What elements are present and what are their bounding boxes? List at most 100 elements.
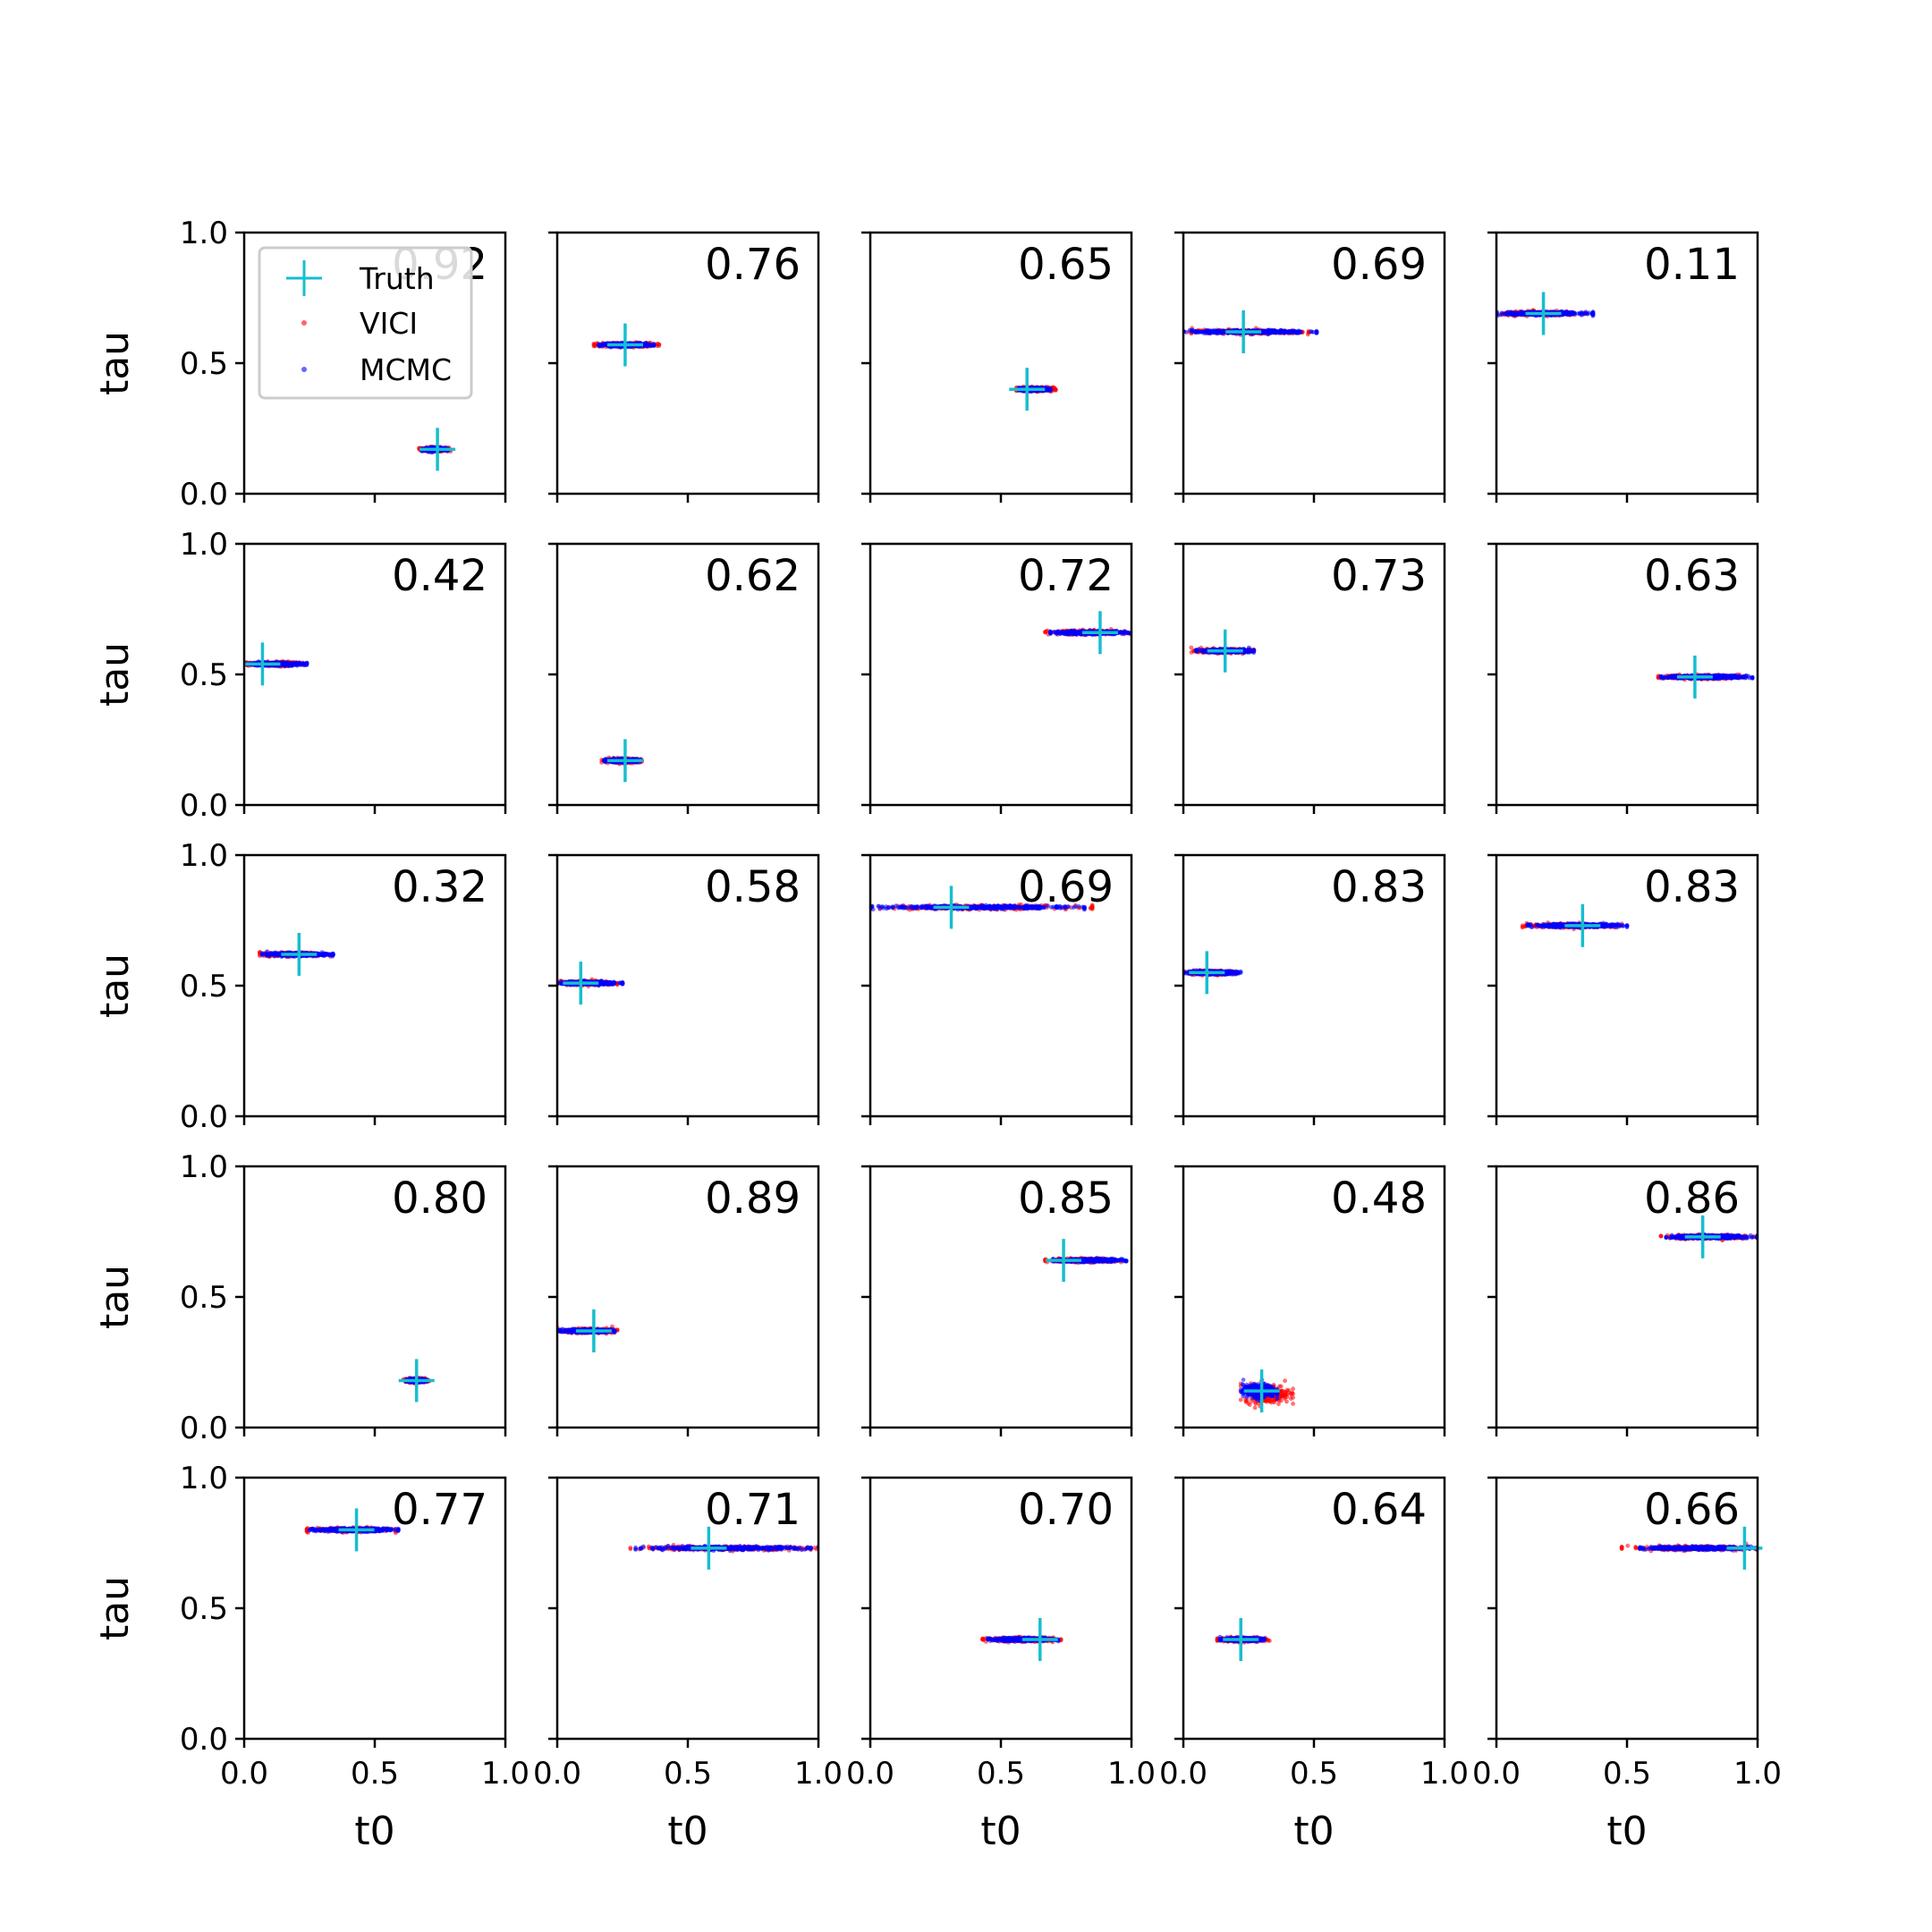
y-axis-label: tau bbox=[92, 331, 138, 395]
x-axis-label: t0 bbox=[1293, 1809, 1334, 1854]
x-tick-label: 0.0 bbox=[846, 1756, 894, 1792]
y-tick-label: 0.5 bbox=[180, 1591, 228, 1627]
y-tick-label: 0.0 bbox=[180, 477, 228, 513]
y-tick-label: 1.0 bbox=[180, 1149, 228, 1185]
x-tick-label: 0.0 bbox=[1159, 1756, 1208, 1792]
overlap-label: 0.66 bbox=[1644, 1485, 1740, 1535]
truth-marker bbox=[1243, 1369, 1280, 1413]
legend-vici-label: VICI bbox=[360, 306, 418, 341]
overlap-label: 0.65 bbox=[1018, 240, 1114, 290]
truth-marker bbox=[933, 886, 970, 929]
overlap-label: 0.70 bbox=[1018, 1485, 1114, 1535]
x-tick-label: 1.0 bbox=[481, 1756, 530, 1792]
truth-marker bbox=[1046, 1239, 1082, 1283]
truth-marker bbox=[1525, 292, 1562, 335]
legend-mcmc-marker bbox=[301, 367, 307, 372]
x-tick-label: 0.5 bbox=[664, 1756, 712, 1792]
y-tick-label: 0.0 bbox=[180, 788, 228, 824]
overlap-label: 0.63 bbox=[1644, 551, 1740, 601]
truth-marker bbox=[398, 1359, 435, 1402]
panel-14: 0.83 bbox=[1174, 853, 1446, 1125]
x-tick-label: 1.0 bbox=[1107, 1756, 1156, 1792]
truth-marker bbox=[691, 1526, 727, 1570]
truth-marker bbox=[1009, 368, 1046, 411]
overlap-label: 0.58 bbox=[705, 862, 801, 912]
overlap-label: 0.85 bbox=[1018, 1174, 1114, 1224]
overlap-label: 0.48 bbox=[1331, 1174, 1427, 1224]
legend-mcmc-label: MCMC bbox=[360, 352, 452, 387]
overlap-label: 0.42 bbox=[392, 551, 487, 601]
x-tick-label: 1.0 bbox=[1420, 1756, 1469, 1792]
panel-23: 0.0 0.5 1.0 0.70 t0 bbox=[846, 1476, 1156, 1854]
truth-marker bbox=[1223, 1618, 1259, 1662]
x-tick-label: 0.5 bbox=[1290, 1756, 1338, 1792]
x-tick-label: 0.5 bbox=[351, 1756, 399, 1792]
panel-24: 0.0 0.5 1.0 0.64 t0 bbox=[1159, 1476, 1469, 1854]
overlap-label: 0.32 bbox=[392, 862, 487, 912]
overlap-label: 0.64 bbox=[1331, 1485, 1427, 1535]
panel-7: 0.62 bbox=[548, 542, 820, 814]
y-tick-label: 0.5 bbox=[180, 346, 228, 382]
panel-9: 0.73 bbox=[1174, 542, 1446, 814]
y-tick-label: 1.0 bbox=[180, 1461, 228, 1496]
truth-marker bbox=[281, 932, 318, 976]
legend-frame bbox=[258, 246, 473, 400]
panel-12: 0.58 bbox=[548, 853, 820, 1125]
panel-5: 0.11 bbox=[1487, 231, 1759, 503]
truth-marker bbox=[606, 323, 643, 367]
y-axis-label: tau bbox=[92, 1576, 138, 1640]
overlap-label: 0.77 bbox=[392, 1485, 487, 1535]
overlap-label: 0.72 bbox=[1018, 551, 1114, 601]
x-tick-label: 1.0 bbox=[1733, 1756, 1782, 1792]
overlap-label: 0.71 bbox=[705, 1485, 801, 1535]
legend: Truth VICI MCMC bbox=[258, 246, 473, 400]
panel-11: 0.0 0.5 1.0 0.32 tau bbox=[92, 838, 507, 1135]
overlap-label: 0.76 bbox=[705, 240, 801, 290]
y-tick-label: 1.0 bbox=[180, 527, 228, 563]
x-axis-label: t0 bbox=[980, 1809, 1021, 1854]
overlap-label: 0.86 bbox=[1644, 1174, 1740, 1224]
truth-marker bbox=[1207, 629, 1243, 673]
x-axis-label: t0 bbox=[354, 1809, 394, 1854]
y-tick-label: 0.5 bbox=[180, 657, 228, 693]
panel-15: 0.83 bbox=[1487, 853, 1759, 1125]
panel-3: 0.65 bbox=[861, 231, 1133, 503]
y-tick-label: 1.0 bbox=[180, 838, 228, 874]
panel-18: 0.85 bbox=[861, 1165, 1133, 1436]
panel-4: 0.69 bbox=[1174, 231, 1446, 503]
legend-truth-marker bbox=[286, 260, 322, 296]
truth-marker bbox=[1684, 1215, 1721, 1258]
panel-2: 0.76 bbox=[548, 231, 820, 503]
y-axis-label: tau bbox=[92, 953, 138, 1018]
y-axis-label: tau bbox=[92, 642, 138, 707]
panel-22: 0.0 0.5 1.0 0.71 t0 bbox=[533, 1476, 843, 1854]
truth-marker bbox=[1225, 309, 1262, 353]
y-tick-label: 0.0 bbox=[180, 1722, 228, 1758]
truth-marker bbox=[1081, 611, 1118, 655]
x-tick-label: 1.0 bbox=[794, 1756, 843, 1792]
truth-marker bbox=[244, 642, 281, 686]
truth-marker bbox=[606, 739, 643, 783]
x-axis-label: t0 bbox=[1606, 1809, 1647, 1854]
y-tick-label: 0.0 bbox=[180, 1099, 228, 1135]
panel-16: 0.0 0.5 1.0 0.80 tau bbox=[92, 1149, 507, 1446]
y-tick-label: 1.0 bbox=[180, 216, 228, 251]
x-tick-label: 0.5 bbox=[1603, 1756, 1651, 1792]
truth-marker bbox=[1676, 655, 1713, 699]
truth-marker bbox=[1189, 951, 1225, 995]
overlap-label: 0.69 bbox=[1331, 240, 1427, 290]
truth-marker bbox=[1564, 903, 1601, 947]
x-axis-label: t0 bbox=[667, 1809, 708, 1854]
truth-marker bbox=[1021, 1618, 1058, 1662]
truth-marker bbox=[563, 962, 599, 1005]
y-axis-label: tau bbox=[92, 1265, 138, 1329]
panel-25: 0.0 0.5 1.0 0.66 t0 bbox=[1472, 1476, 1782, 1854]
panel-8: 0.72 bbox=[861, 542, 1133, 814]
overlap-label: 0.83 bbox=[1331, 862, 1427, 912]
panel-20: 0.86 bbox=[1487, 1165, 1759, 1436]
legend-truth-label: Truth bbox=[359, 261, 435, 296]
overlap-label: 0.89 bbox=[705, 1174, 801, 1224]
overlap-label: 0.73 bbox=[1331, 551, 1427, 601]
truth-marker bbox=[575, 1309, 612, 1352]
